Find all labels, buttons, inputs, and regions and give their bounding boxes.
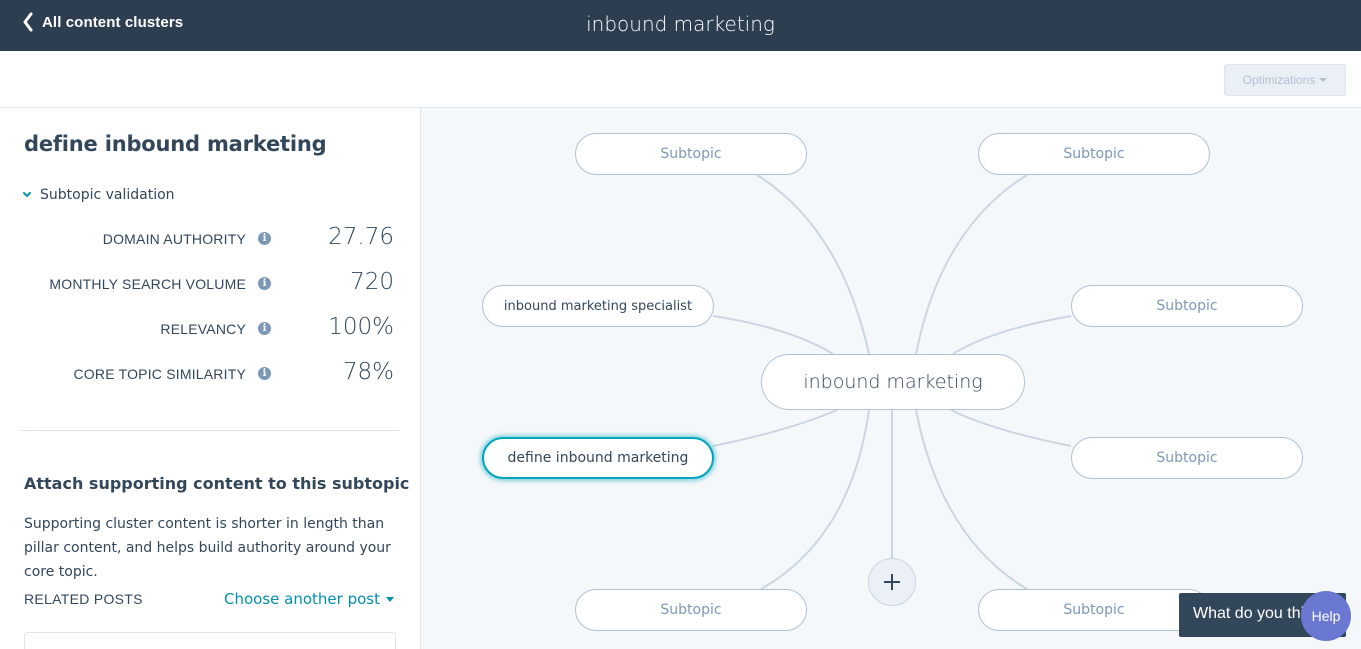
divider	[21, 430, 400, 431]
caret-down-icon	[1319, 78, 1328, 82]
optimizations-label: Optimizations	[1242, 73, 1316, 87]
subtopic-node[interactable]: Subtopic	[1071, 437, 1303, 479]
metric-label: MONTHLY SEARCH VOLUME	[49, 276, 246, 292]
metric-value: 100%	[328, 314, 394, 340]
subtopic-node[interactable]: Subtopic	[1071, 285, 1303, 327]
metric-domain-authority: DOMAIN AUTHORITY i 27.76	[24, 224, 394, 254]
chevron-down-icon	[23, 192, 31, 198]
related-posts-label: RELATED POSTS	[24, 591, 143, 607]
attach-content-heading: Attach supporting content to this subtop…	[24, 474, 410, 493]
chevron-left-icon	[23, 12, 33, 32]
subtopic-node[interactable]: Subtopic	[978, 133, 1210, 175]
back-to-clusters-link[interactable]: All content clusters	[22, 12, 183, 32]
core-topic-node[interactable]: inbound marketing	[761, 354, 1025, 410]
metric-value: 720	[350, 269, 394, 295]
subtopic-node[interactable]: Subtopic	[575, 133, 807, 175]
metric-core-topic-similarity: CORE TOPIC SIMILARITY i 78%	[24, 359, 395, 389]
related-post-card[interactable]	[24, 632, 396, 649]
subtopic-title: define inbound marketing	[24, 132, 327, 156]
attach-content-description: Supporting cluster content is shorter in…	[24, 516, 391, 580]
metric-relevancy: RELEVANCY i 100%	[24, 314, 394, 344]
back-link-label: All content clusters	[42, 13, 184, 31]
connector-lines	[712, 174, 1072, 590]
caret-down-icon	[386, 596, 394, 602]
help-button[interactable]: Help	[1301, 591, 1351, 641]
info-icon[interactable]: i	[258, 322, 271, 335]
metric-label: RELEVANCY	[160, 321, 246, 337]
info-icon[interactable]: i	[258, 277, 271, 290]
subtopic-node[interactable]: Subtopic	[978, 589, 1210, 631]
metric-label: DOMAIN AUTHORITY	[102, 231, 246, 247]
info-icon[interactable]: i	[258, 232, 271, 245]
choose-another-post-label: Choose another post	[224, 590, 380, 608]
top-bar: All content clusters inbound marketing	[0, 0, 1361, 51]
plus-icon	[884, 574, 900, 590]
subtopic-node-selected[interactable]: define inbound marketing	[482, 437, 714, 479]
toolbar: Optimizations	[0, 51, 1361, 108]
info-icon[interactable]: i	[258, 367, 271, 380]
metric-value: 27.76	[328, 224, 394, 250]
metric-monthly-search-volume: MONTHLY SEARCH VOLUME i 720	[24, 269, 394, 299]
topic-cluster-canvas[interactable]: Subtopic Subtopic inbound marketing spec…	[421, 108, 1361, 649]
subtopic-details-panel: define inbound marketing Subtopic valida…	[0, 108, 421, 649]
optimizations-button[interactable]: Optimizations	[1224, 64, 1346, 96]
add-subtopic-button[interactable]	[868, 558, 916, 606]
metric-value: 78%	[342, 359, 394, 385]
subtopic-validation-label: Subtopic validation	[40, 187, 175, 203]
subtopic-validation-toggle[interactable]: Subtopic validation	[22, 187, 175, 203]
metric-label: CORE TOPIC SIMILARITY	[73, 366, 246, 382]
choose-another-post-dropdown[interactable]: Choose another post	[224, 590, 394, 608]
subtopic-node[interactable]: Subtopic	[575, 589, 807, 631]
page-title: inbound marketing	[586, 12, 775, 36]
subtopic-node[interactable]: inbound marketing specialist	[482, 285, 714, 327]
